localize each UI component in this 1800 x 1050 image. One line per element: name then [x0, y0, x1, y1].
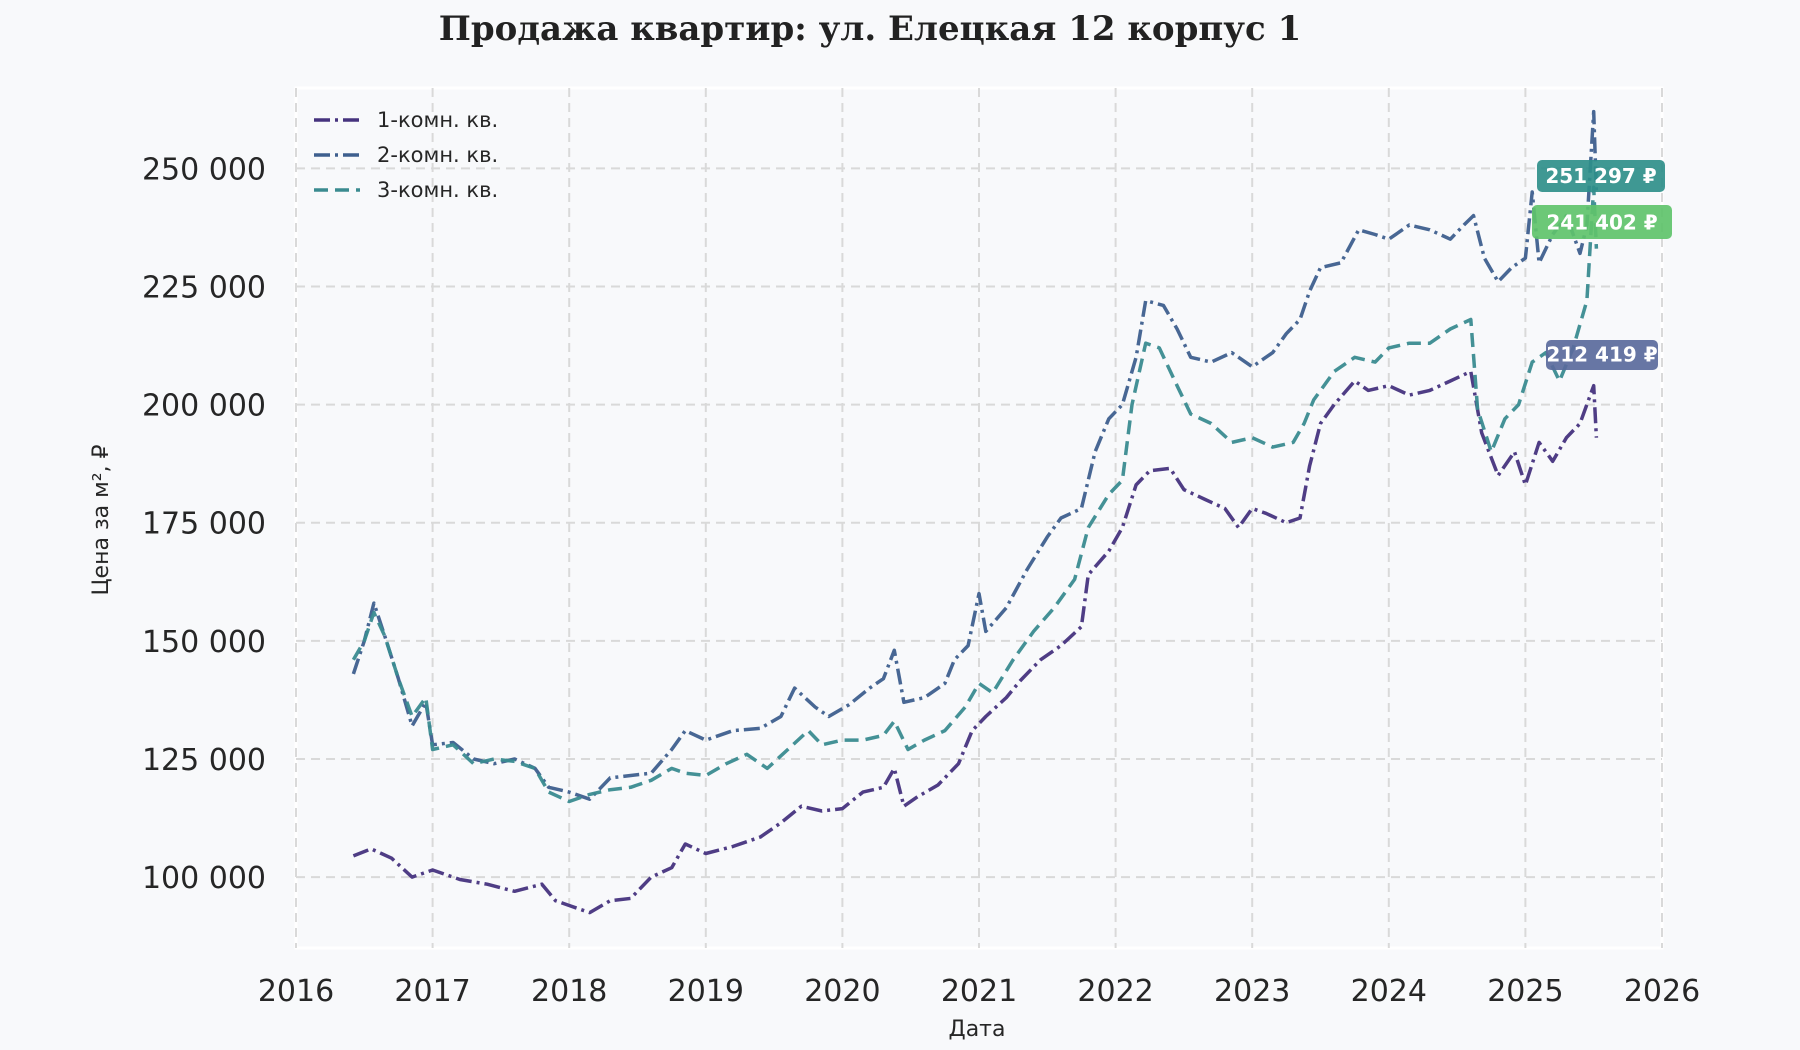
grid-lines: [295, 88, 1663, 948]
legend-label: 1-комн. кв.: [377, 108, 498, 132]
axis-ticks: 2016 2017 2018 2019 2020 2021 2022 2023 2024 2025…: [142, 152, 1700, 1009]
legend-label: 3-комн. кв.: [377, 178, 498, 202]
x-tick-label: 2020: [804, 974, 880, 1009]
y-axis-label: Цена за м², ₽: [89, 444, 114, 595]
y-tick-label: 175 000: [142, 507, 266, 542]
x-tick-label: 2021: [941, 974, 1017, 1009]
series-lines: [351, 109, 1599, 915]
y-tick-label: 100 000: [142, 861, 266, 896]
end-label-text: 251 297 ₽: [1545, 164, 1656, 188]
y-tick-label: 225 000: [142, 270, 266, 305]
x-tick-label: 2026: [1624, 974, 1700, 1009]
legend-label: 2-комн. кв.: [377, 143, 498, 167]
end-value-labels: 212 419 ₽ 251 297 ₽ 241 402 ₽: [1532, 160, 1672, 370]
x-tick-label: 2023: [1214, 974, 1290, 1009]
end-label-box: [1537, 160, 1665, 192]
x-tick-label: 2022: [1077, 974, 1153, 1009]
x-axis-label: Дата: [949, 1017, 1006, 1042]
x-tick-label: 2016: [258, 974, 334, 1009]
legend: 1-комн. кв. 2-комн. кв. 3-комн. кв.: [314, 108, 498, 202]
series-line: [352, 369, 1599, 915]
end-label-text: 241 402 ₽: [1546, 211, 1657, 235]
x-tick-label: 2018: [531, 974, 607, 1009]
x-tick-label: 2019: [668, 974, 744, 1009]
y-tick-label: 125 000: [142, 743, 266, 778]
series-line: [351, 109, 1599, 801]
x-tick-label: 2025: [1487, 974, 1563, 1009]
x-tick-label: 2024: [1351, 974, 1427, 1009]
y-tick-label: 150 000: [142, 625, 266, 660]
x-tick-label: 2017: [394, 974, 470, 1009]
end-label-text: 212 419 ₽: [1546, 342, 1657, 366]
chart-title: Продажа квартир: ул. Елецкая 12 корпус 1: [439, 9, 1301, 49]
end-label-box: [1532, 205, 1672, 239]
y-tick-label: 200 000: [142, 389, 266, 424]
series-line: [351, 185, 1599, 804]
y-tick-label: 250 000: [142, 152, 266, 187]
end-label-box: [1546, 340, 1658, 370]
